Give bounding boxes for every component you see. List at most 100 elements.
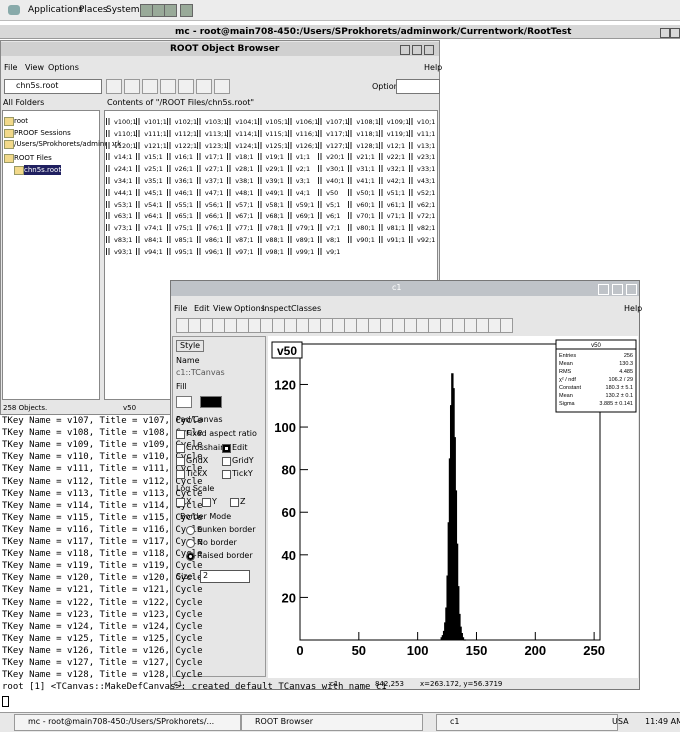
histogram-icon[interactable] — [196, 141, 203, 149]
histogram-icon[interactable] — [409, 129, 415, 137]
checkbox-label[interactable]: GridX — [186, 456, 209, 465]
file-item[interactable]: v53;1 — [114, 200, 133, 209]
file-item[interactable]: v112;1 — [174, 129, 198, 138]
file-item[interactable]: v38;1 — [235, 177, 254, 185]
histogram-icon[interactable] — [287, 177, 294, 184]
folder-icon[interactable] — [4, 140, 14, 149]
toolbar-button[interactable] — [196, 79, 212, 94]
histogram-icon[interactable] — [348, 165, 355, 173]
file-item[interactable]: v44;1 — [114, 188, 133, 197]
histogram-icon[interactable] — [227, 177, 234, 184]
histogram-icon[interactable] — [287, 165, 294, 173]
file-item[interactable]: v109;1 — [386, 118, 410, 126]
file-item[interactable]: v57;1 — [235, 200, 254, 209]
file-item[interactable]: v97;1 — [235, 247, 254, 256]
file-item[interactable]: v22;1 — [386, 153, 406, 162]
checkbox[interactable] — [176, 498, 185, 507]
histogram-icon[interactable] — [287, 236, 294, 243]
histogram-icon[interactable] — [196, 118, 203, 125]
histogram-icon[interactable] — [348, 153, 355, 161]
file-item[interactable]: v107;1 — [326, 118, 349, 126]
file-item[interactable]: v98;1 — [265, 247, 284, 256]
histogram-icon[interactable] — [287, 200, 294, 208]
histogram-icon[interactable] — [227, 200, 234, 208]
file-item[interactable]: v28;1 — [235, 165, 254, 174]
histogram-icon[interactable] — [166, 247, 173, 255]
histogram-icon[interactable] — [287, 188, 294, 196]
histogram-icon[interactable] — [106, 224, 112, 232]
toolbar-button[interactable] — [214, 79, 230, 94]
file-item[interactable]: v7;1 — [326, 224, 341, 233]
histogram-icon[interactable] — [106, 177, 112, 184]
menu-item[interactable]: Help — [624, 304, 643, 313]
file-item[interactable]: v37;1 — [204, 177, 224, 185]
file-item[interactable]: v116;1 — [295, 129, 319, 138]
checkbox-label[interactable]: Z — [240, 497, 246, 506]
file-item[interactable]: v31;1 — [356, 165, 375, 174]
checkbox-label[interactable]: Y — [212, 497, 217, 506]
file-item[interactable]: v43;1 — [417, 177, 436, 185]
file-item[interactable]: v15;1 — [144, 153, 163, 162]
file-item[interactable]: v41;1 — [356, 177, 375, 185]
checkbox[interactable] — [176, 430, 185, 439]
file-item[interactable]: v61;1 — [386, 200, 406, 209]
radio-label[interactable]: Raised border — [197, 551, 253, 560]
histogram-icon[interactable] — [378, 212, 385, 220]
file-item[interactable]: v72;1 — [417, 212, 436, 221]
histogram-icon[interactable] — [318, 153, 325, 161]
file-item[interactable]: v108;1 — [356, 118, 379, 126]
histogram-icon[interactable] — [318, 200, 325, 208]
file-item[interactable]: v75;1 — [174, 224, 194, 233]
file-item[interactable]: v54;1 — [144, 200, 163, 209]
file-item[interactable]: v99;1 — [295, 247, 315, 256]
tree-item[interactable]: /Users/SProkhorets/adminwork — [14, 140, 122, 148]
menu-item[interactable]: Inspect — [262, 304, 292, 313]
file-item[interactable]: v84;1 — [144, 236, 163, 244]
histogram-icon[interactable] — [348, 141, 355, 149]
file-item[interactable]: v40;1 — [326, 177, 345, 185]
file-item[interactable]: v23;1 — [417, 153, 436, 162]
histogram-icon[interactable] — [166, 129, 173, 137]
file-item[interactable]: v92;1 — [417, 236, 436, 244]
file-item[interactable]: v83;1 — [114, 236, 133, 244]
task-label[interactable]: mc - root@main708-450:/Users/SProkhorets… — [28, 717, 215, 726]
histogram-icon[interactable] — [196, 200, 203, 208]
histogram-icon[interactable] — [409, 165, 415, 173]
histogram-icon[interactable] — [196, 188, 203, 196]
menu-item[interactable]: Options — [48, 63, 79, 72]
tree-item[interactable]: root — [14, 117, 29, 125]
menu-item[interactable]: File — [4, 63, 18, 72]
histogram-icon[interactable] — [227, 129, 234, 137]
file-item[interactable]: v3;1 — [295, 177, 311, 185]
histogram-icon[interactable] — [166, 188, 173, 196]
file-item[interactable]: v126;1 — [295, 141, 319, 150]
window-button[interactable] — [424, 45, 434, 55]
file-item[interactable]: v77;1 — [235, 224, 254, 233]
option-combo[interactable] — [396, 79, 440, 94]
file-item[interactable]: v117;1 — [326, 129, 349, 138]
file-item[interactable]: v85;1 — [174, 236, 194, 244]
histogram-icon[interactable] — [318, 129, 325, 137]
file-item[interactable]: v95;1 — [174, 247, 194, 256]
menu-item[interactable]: View — [213, 304, 232, 313]
radio-label[interactable]: No border — [197, 538, 237, 547]
file-item[interactable]: v82;1 — [417, 224, 436, 233]
window-button[interactable] — [626, 284, 637, 295]
file-item[interactable]: v103;1 — [204, 118, 228, 126]
histogram-icon[interactable] — [136, 153, 143, 161]
histogram-icon[interactable] — [409, 118, 415, 125]
file-item[interactable]: v45;1 — [144, 188, 163, 197]
histogram-icon[interactable] — [409, 200, 415, 208]
window-button[interactable] — [412, 45, 422, 55]
panel-icon[interactable] — [180, 4, 193, 17]
histogram-icon[interactable] — [106, 141, 112, 149]
file-item[interactable]: v18;1 — [235, 153, 254, 162]
file-item[interactable]: v102;1 — [174, 118, 198, 126]
radio[interactable] — [186, 552, 195, 561]
task-label[interactable]: c1 — [450, 717, 460, 726]
histogram-icon[interactable] — [136, 118, 143, 125]
histogram-icon[interactable] — [166, 177, 173, 184]
histogram-icon[interactable] — [196, 153, 203, 161]
checkbox[interactable] — [176, 457, 185, 466]
histogram-icon[interactable] — [318, 118, 325, 125]
